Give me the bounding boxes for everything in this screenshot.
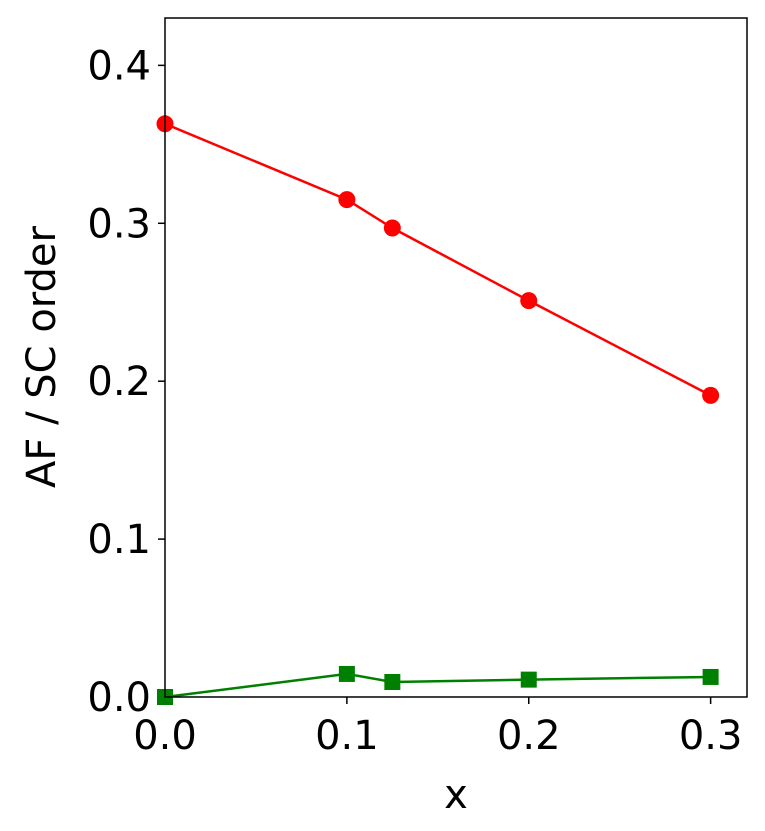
- series-line: [164, 122, 712, 397]
- x-tick-label: 0.1: [315, 713, 379, 759]
- x-tick-label: 0.0: [133, 713, 197, 759]
- marker: [338, 665, 355, 682]
- marker: [520, 671, 537, 688]
- x-tick-label: 0.2: [497, 713, 561, 759]
- marker: [384, 673, 401, 690]
- y-axis-label: AF / SC order: [19, 225, 65, 488]
- y-tick-label: 0.0: [87, 675, 151, 721]
- marker: [338, 191, 356, 209]
- marker: [520, 292, 538, 310]
- plot-frame: [164, 17, 748, 698]
- marker: [702, 668, 719, 685]
- marker: [383, 219, 401, 237]
- series-line: [164, 672, 711, 699]
- y-tick-label: 0.4: [87, 43, 151, 89]
- y-tick-label: 0.2: [87, 359, 151, 405]
- y-tick-label: 0.1: [87, 517, 151, 563]
- x-axis-label: x: [444, 772, 468, 818]
- x-tick-label: 0.3: [679, 713, 743, 759]
- marker: [702, 386, 720, 404]
- y-tick-label: 0.3: [87, 201, 151, 247]
